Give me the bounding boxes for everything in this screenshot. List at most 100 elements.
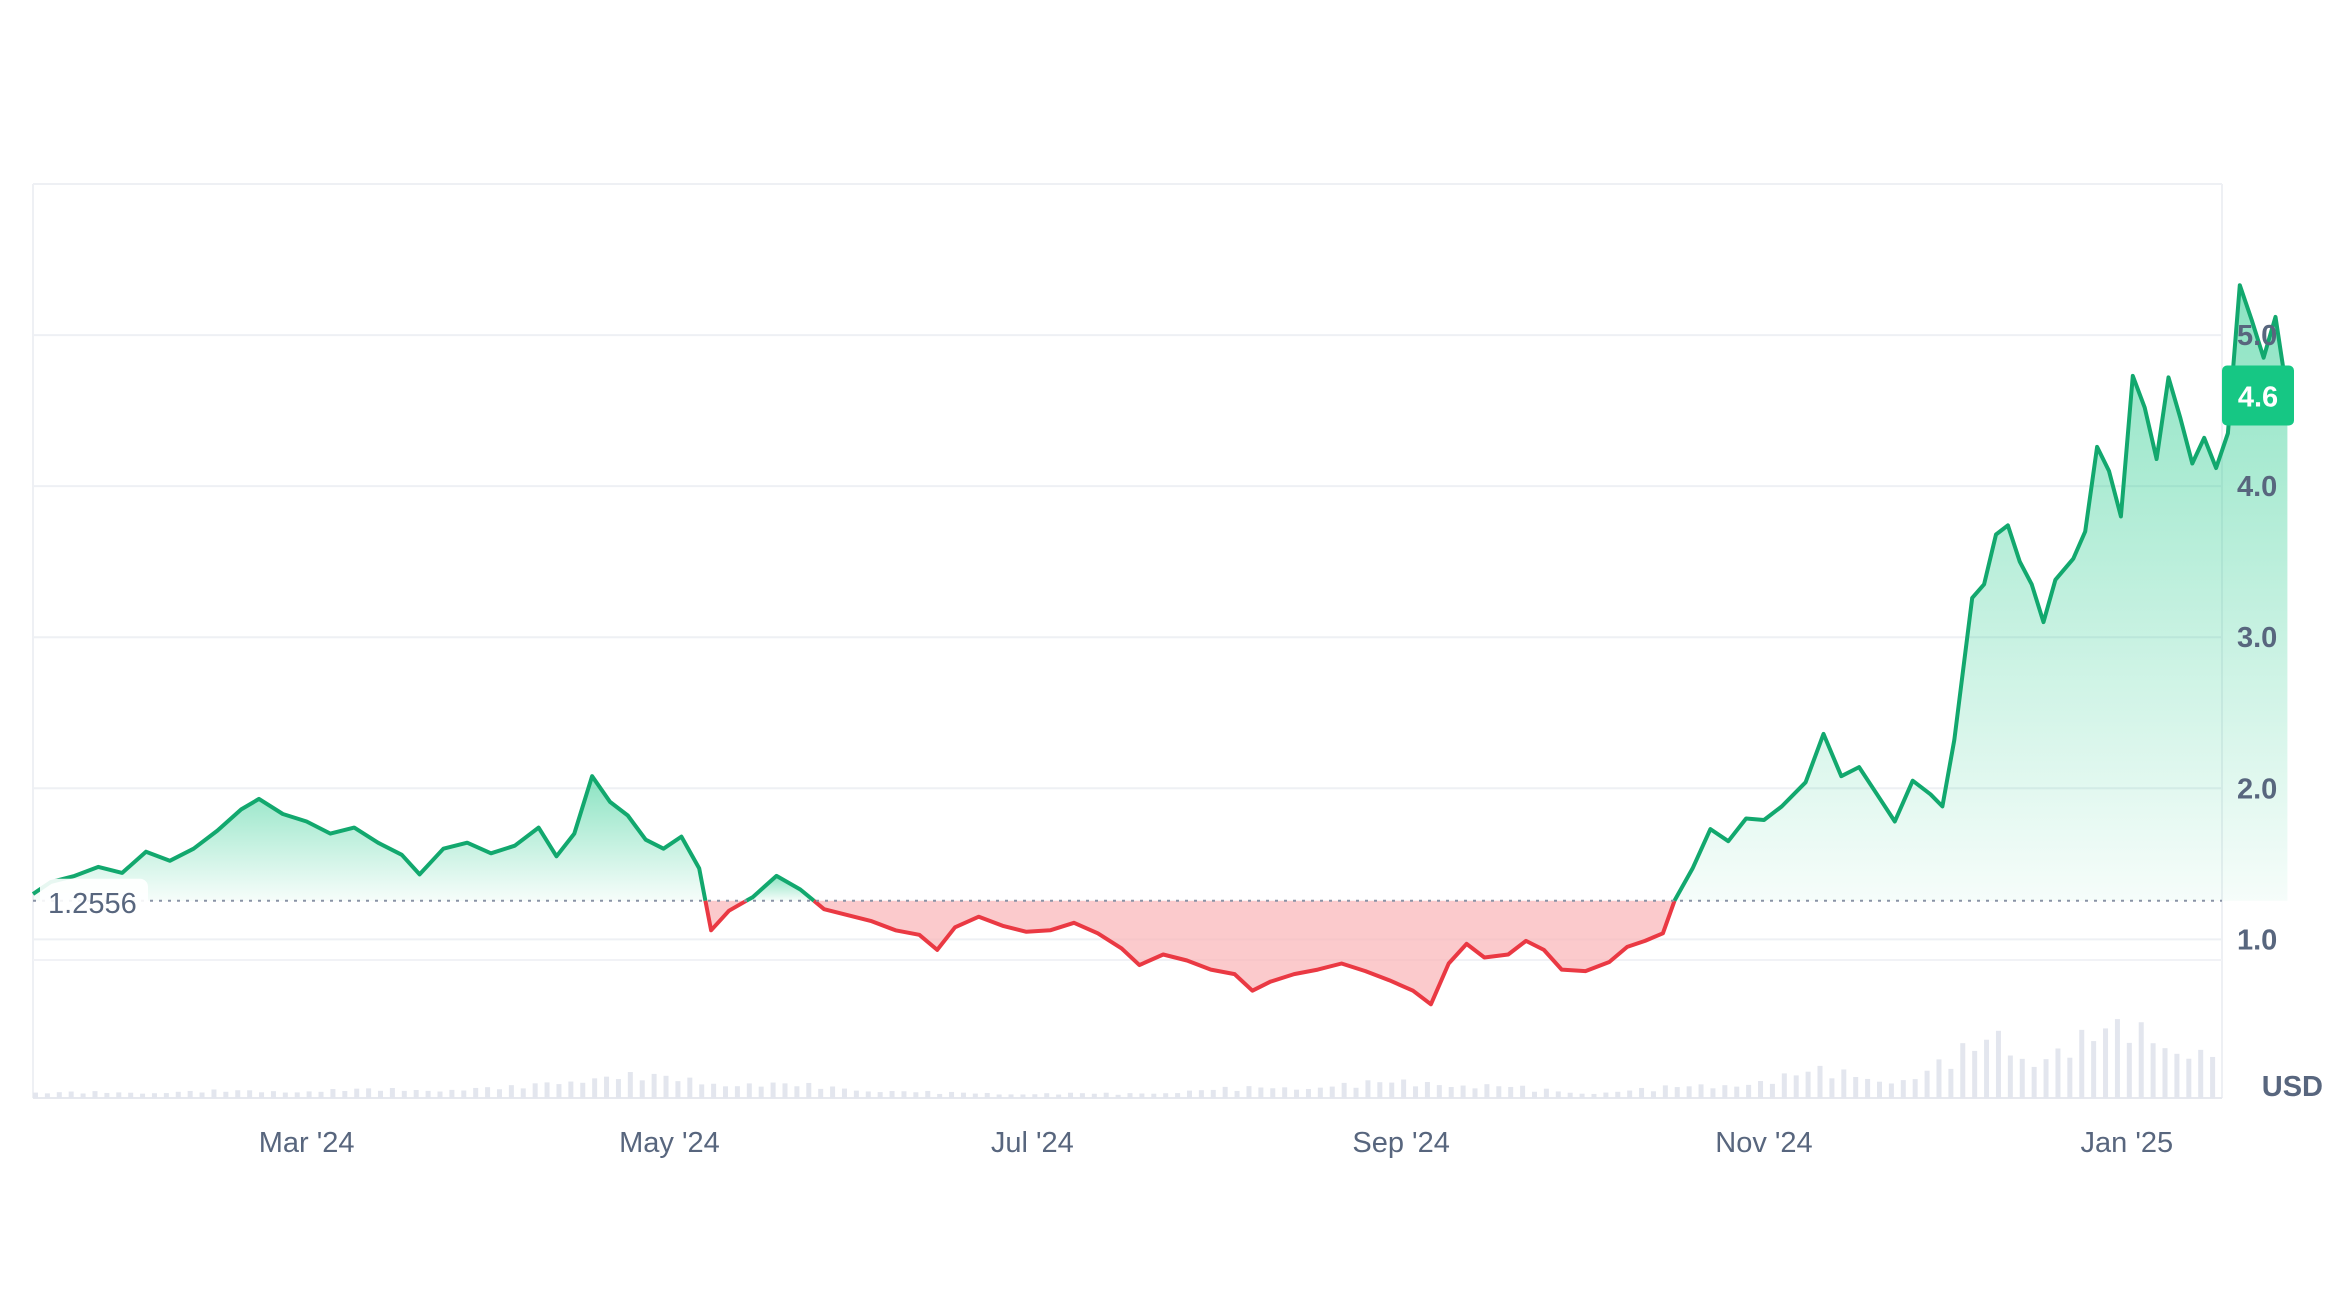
volume-bar bbox=[1936, 1059, 1942, 1098]
volume-bar bbox=[223, 1091, 229, 1098]
price-line-down bbox=[812, 899, 1677, 1007]
volume-bar bbox=[960, 1092, 966, 1098]
volume-bar bbox=[116, 1092, 122, 1098]
y-tick-label: 5.0 bbox=[2237, 320, 2277, 352]
volume-bar bbox=[1079, 1093, 1085, 1098]
volume-bar bbox=[592, 1078, 598, 1098]
volume-bar bbox=[758, 1086, 764, 1098]
price-line-up bbox=[31, 774, 708, 902]
volume-bar bbox=[853, 1090, 859, 1098]
x-tick-label: Nov '24 bbox=[1715, 1127, 1812, 1159]
volume-bar bbox=[865, 1091, 871, 1098]
volume-bar bbox=[1341, 1082, 1347, 1098]
volume-bar bbox=[2114, 1019, 2120, 1098]
volume-bar bbox=[294, 1092, 300, 1098]
volume-bar bbox=[841, 1088, 847, 1098]
volume-bar bbox=[378, 1090, 384, 1098]
volume-bar bbox=[580, 1082, 586, 1098]
volume-bar bbox=[259, 1092, 265, 1098]
volume-bar bbox=[1865, 1078, 1871, 1098]
volume-bar bbox=[461, 1090, 467, 1098]
volume-bar bbox=[2162, 1048, 2168, 1098]
volume-bar bbox=[1900, 1080, 1906, 1098]
volume-bar bbox=[1270, 1088, 1276, 1098]
volume-bar bbox=[1853, 1077, 1859, 1098]
volume-bar bbox=[532, 1083, 538, 1098]
volume-bar bbox=[889, 1091, 895, 1098]
volume-bar bbox=[806, 1082, 812, 1098]
volume-bar bbox=[508, 1085, 514, 1098]
baseline-label-bg bbox=[40, 878, 148, 921]
volume-bar bbox=[604, 1076, 610, 1098]
volume-bar bbox=[1793, 1075, 1799, 1098]
y-tick-label: 3.0 bbox=[2237, 622, 2277, 654]
volume-bar bbox=[496, 1089, 502, 1098]
volume-bar bbox=[1960, 1043, 1966, 1098]
volume-bar bbox=[270, 1091, 276, 1098]
baseline-label: 1.2556 bbox=[48, 888, 137, 920]
volume-bar bbox=[2138, 1022, 2144, 1098]
volume-bar bbox=[2031, 1066, 2037, 1098]
volume-bar bbox=[366, 1088, 372, 1098]
volume-bar bbox=[1627, 1090, 1633, 1098]
volume-bar bbox=[1044, 1093, 1050, 1098]
volume-bar bbox=[354, 1088, 360, 1098]
volume-bar bbox=[1424, 1082, 1430, 1098]
volume-bar bbox=[104, 1092, 110, 1098]
current-price-badge-bg bbox=[2222, 365, 2294, 426]
volume-bar bbox=[199, 1092, 205, 1098]
volume-bar bbox=[699, 1084, 705, 1098]
volume-bar bbox=[1436, 1085, 1442, 1098]
volume-bar bbox=[1520, 1085, 1526, 1098]
volume-bar bbox=[2186, 1058, 2192, 1098]
baseline: 1.2556 bbox=[33, 878, 2222, 921]
volume-bar bbox=[235, 1090, 241, 1098]
volume-bar bbox=[1103, 1092, 1109, 1098]
y-axis: 1.0 2.0 3.0 4.0 5.0 bbox=[2237, 320, 2277, 956]
volume-bar bbox=[306, 1091, 312, 1098]
volume-bar bbox=[2007, 1055, 2013, 1098]
volume-bar bbox=[723, 1086, 729, 1098]
volume-bar bbox=[1995, 1030, 2001, 1098]
volume-bar bbox=[1198, 1090, 1204, 1098]
volume-bar bbox=[877, 1092, 883, 1098]
volume-bar bbox=[33, 1092, 38, 1098]
volume-bar bbox=[1496, 1086, 1502, 1098]
volume-bar bbox=[818, 1088, 824, 1098]
volume-bar bbox=[1650, 1091, 1656, 1098]
price-area-up bbox=[1674, 285, 2288, 901]
current-price-label: 4.6 bbox=[2238, 382, 2278, 414]
current-price-badge: 4.6 bbox=[2222, 365, 2294, 426]
volume-bar bbox=[1722, 1085, 1728, 1098]
plot-frame bbox=[32, 183, 2223, 1099]
volume-bar bbox=[1603, 1092, 1609, 1098]
price-line bbox=[31, 283, 2290, 1007]
volume-bar bbox=[128, 1092, 134, 1098]
price-line-down bbox=[703, 899, 748, 933]
volume-bar bbox=[1758, 1081, 1764, 1098]
volume-bar bbox=[1139, 1093, 1145, 1098]
volume-bar bbox=[80, 1093, 86, 1098]
volume-bar bbox=[1555, 1091, 1561, 1098]
volume-bar bbox=[1698, 1084, 1704, 1098]
volume-bars bbox=[33, 1019, 2216, 1098]
volume-bar bbox=[92, 1091, 98, 1098]
volume-bar bbox=[2043, 1059, 2049, 1098]
volume-bar bbox=[1484, 1084, 1490, 1098]
volume-bar bbox=[996, 1094, 1002, 1098]
volume-bar bbox=[151, 1093, 157, 1098]
volume-bar bbox=[1674, 1087, 1680, 1098]
volume-bar bbox=[2150, 1043, 2156, 1098]
volume-bar bbox=[56, 1092, 62, 1098]
volume-bar bbox=[1032, 1094, 1038, 1098]
volume-bar bbox=[1317, 1087, 1323, 1098]
y-tick-label: 4.0 bbox=[2237, 471, 2277, 503]
volume-bar bbox=[473, 1087, 479, 1098]
volume-bar bbox=[1888, 1083, 1894, 1098]
volume-bar bbox=[163, 1093, 169, 1098]
volume-bar bbox=[1531, 1091, 1537, 1098]
volume-bar bbox=[1567, 1092, 1573, 1098]
volume-bar bbox=[544, 1082, 550, 1098]
volume-bar bbox=[1543, 1088, 1549, 1098]
